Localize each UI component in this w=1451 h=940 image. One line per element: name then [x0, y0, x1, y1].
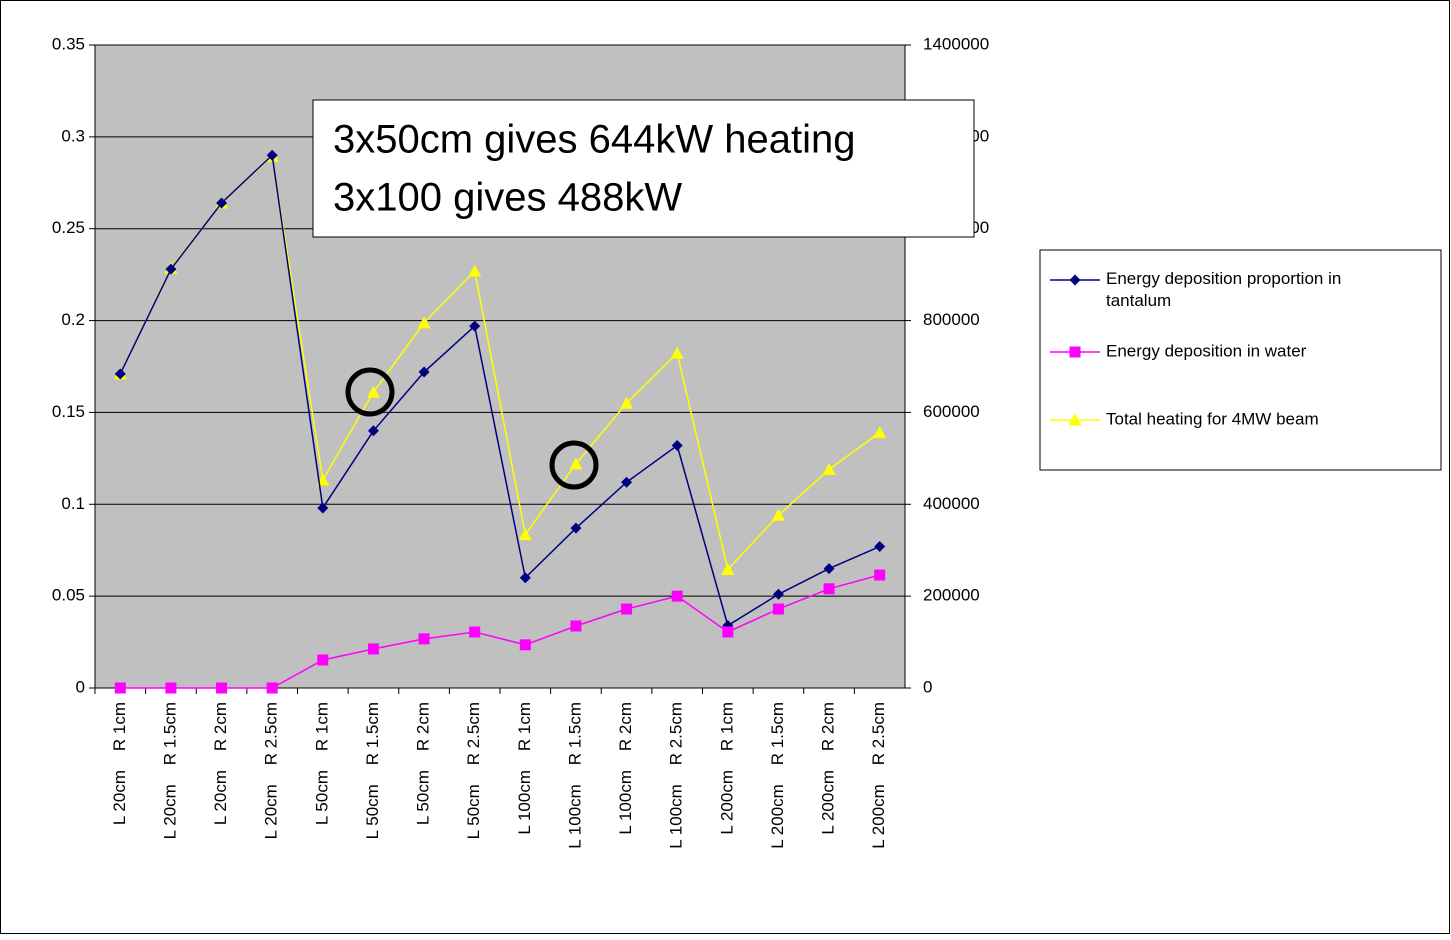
x-tick-label: L 50cm R 2cm [414, 702, 433, 825]
marker [620, 396, 634, 409]
y2-tick-label: 0 [923, 677, 932, 696]
marker [771, 508, 785, 521]
marker [570, 620, 582, 632]
y2-tick-label: 600000 [923, 402, 980, 421]
marker [114, 368, 126, 380]
legend-label-line: tantalum [1106, 291, 1171, 310]
marker [165, 263, 177, 275]
legend-box [1039, 249, 1442, 471]
x-tick-label: L 50cm R 1.5cm [363, 702, 382, 839]
marker [266, 149, 278, 161]
y-tick-label: 0 [76, 677, 85, 696]
x-tick-label: L 20cm R 2cm [211, 702, 230, 825]
y-tick-label: 0.05 [52, 586, 85, 605]
series-line [119, 153, 880, 627]
marker [1069, 274, 1081, 286]
marker [469, 626, 481, 638]
y-tick-label: 0.1 [61, 494, 85, 513]
legend-label: Total heating for 4MW beam [1106, 409, 1319, 428]
highlight-circle [549, 440, 599, 490]
marker [366, 385, 380, 398]
marker [1068, 413, 1082, 426]
marker [621, 603, 633, 615]
marker [266, 682, 278, 694]
marker [519, 572, 531, 584]
x-tick-label: L 50cm R 1cm [312, 702, 331, 825]
x-tick-label: L 200cm R 1.5cm [768, 702, 787, 849]
x-tick-label: L 20cm R 1cm [110, 702, 129, 825]
annotation: 3x50cm gives 644kW heating 3x100 gives 4… [312, 99, 975, 238]
marker [570, 522, 582, 534]
marker [317, 654, 329, 666]
marker [721, 563, 735, 576]
x-tick-label: L 200cm R 2cm [819, 702, 838, 835]
marker [216, 682, 228, 694]
legend-label: Energy deposition in water [1106, 341, 1307, 360]
marker [114, 682, 126, 694]
marker [569, 457, 583, 470]
x-tick-label: L 20cm R 2.5cm [262, 702, 281, 839]
marker [468, 264, 482, 277]
legend-label: Energy deposition proportion in tantalum [1106, 269, 1341, 310]
marker [1069, 346, 1081, 358]
x-tick-label: L 100cm R 1cm [515, 702, 534, 835]
y2-tick-label: 1400000 [923, 34, 989, 53]
marker [469, 320, 481, 332]
marker [418, 366, 430, 378]
y-tick-label: 0.15 [52, 402, 85, 421]
y-tick-label: 0.35 [52, 34, 85, 53]
marker [367, 425, 379, 437]
y2-tick-label: 800000 [923, 310, 980, 329]
x-tick-label: L 20cm R 1.5cm [160, 702, 179, 839]
marker [671, 590, 683, 602]
marker [418, 633, 430, 645]
marker [621, 476, 633, 488]
marker [317, 502, 329, 514]
x-tick-label: L 200cm R 2.5cm [869, 702, 888, 849]
marker [722, 626, 734, 638]
y2-tick-label: 400000 [923, 494, 980, 513]
legend-label-line: Energy deposition proportion in [1106, 269, 1341, 288]
marker [670, 346, 684, 359]
marker [519, 639, 531, 651]
marker [873, 426, 887, 439]
annotation-text: 3x100 gives 488kW [333, 176, 682, 220]
x-tick-label: L 100cm R 2.5cm [667, 702, 686, 849]
legend: Energy deposition proportion in tantalumE… [1050, 269, 1341, 428]
marker [367, 643, 379, 655]
y-tick-label: 0.25 [52, 218, 85, 237]
marker [874, 541, 886, 553]
series-line [120, 574, 880, 689]
marker [772, 588, 784, 600]
annotation-text: 3x50cm gives 644kW heating [333, 118, 856, 162]
x-tick-label: L 100cm R 2cm [616, 702, 635, 835]
marker [823, 563, 835, 575]
marker [216, 197, 228, 209]
y2-tick-label: 200000 [923, 586, 980, 605]
marker [671, 439, 683, 451]
marker [518, 528, 532, 541]
annotation-box [312, 99, 975, 238]
marker [874, 569, 886, 581]
y-tick-label: 0.3 [61, 126, 85, 145]
x-tick-label: L 100cm R 1.5cm [565, 702, 584, 849]
marker [417, 316, 431, 329]
marker [772, 603, 784, 615]
highlight-circle [345, 367, 395, 417]
marker [823, 583, 835, 595]
y-tick-label: 0.2 [61, 310, 85, 329]
marker [165, 682, 177, 694]
marker [822, 462, 836, 475]
x-tick-label: L 50cm R 2.5cm [464, 702, 483, 839]
x-tick-label: L 200cm R 1cm [717, 702, 736, 835]
